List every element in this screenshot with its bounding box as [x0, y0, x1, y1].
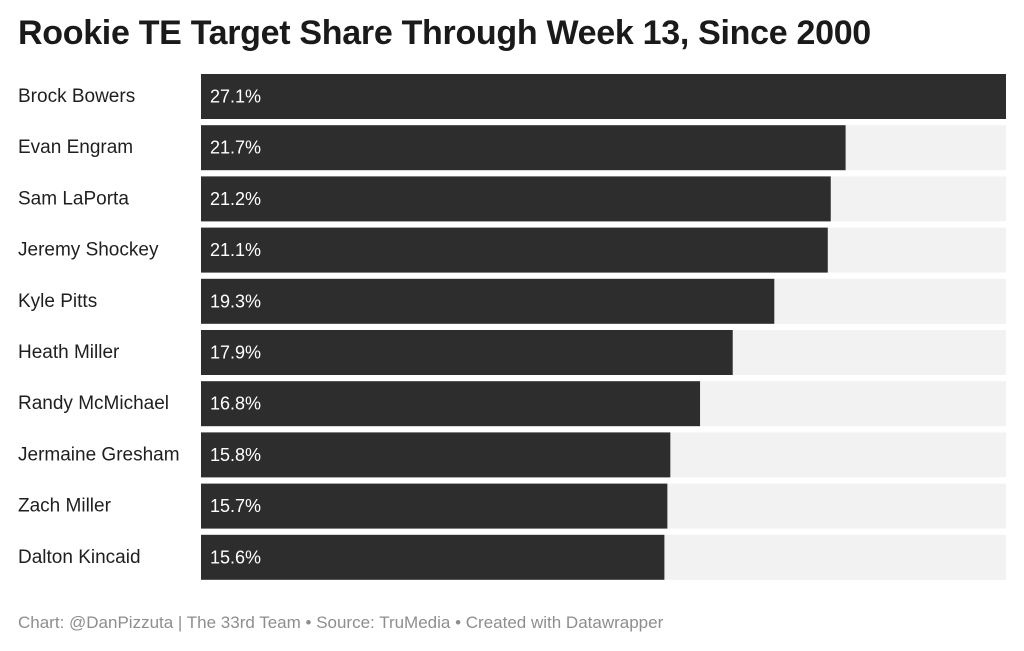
bar	[201, 278, 775, 324]
category-label: Randy McMichael	[18, 393, 169, 414]
value-label: 21.2%	[210, 189, 261, 209]
value-label: 15.6%	[210, 547, 261, 567]
category-label: Dalton Kincaid	[18, 547, 141, 568]
bar	[201, 176, 831, 222]
value-label: 15.8%	[210, 445, 261, 465]
category-label: Kyle Pitts	[18, 291, 97, 312]
bar	[201, 330, 733, 375]
bar	[201, 483, 668, 529]
bar	[201, 432, 671, 478]
bar-rows: Brock Bowers 27.1% Evan Engram 21.7% Sam LaP…	[18, 74, 1006, 580]
category-label: Heath Miller	[18, 342, 120, 363]
value-label: 21.7%	[210, 138, 261, 158]
value-label: 16.8%	[210, 394, 261, 414]
category-label: Jeremy Shockey	[18, 240, 159, 261]
category-label: Zach Miller	[18, 496, 112, 517]
bar	[201, 534, 665, 580]
value-label: 21.1%	[210, 240, 261, 260]
bar	[201, 381, 701, 427]
value-label: 19.3%	[210, 291, 261, 311]
chart-title: Rookie TE Target Share Through Week 13, …	[18, 14, 871, 52]
bar	[201, 227, 828, 273]
bar	[201, 74, 1006, 119]
chart-footer-credit: Chart: @DanPizzuta | The 33rd Team • Sou…	[18, 613, 664, 632]
category-label: Brock Bowers	[18, 86, 135, 107]
bar	[201, 125, 846, 171]
category-label: Sam LaPorta	[18, 188, 129, 209]
value-label: 27.1%	[210, 87, 261, 107]
value-label: 17.9%	[210, 343, 261, 363]
category-label: Jermaine Gresham	[18, 444, 180, 465]
category-label: Evan Engram	[18, 137, 133, 158]
value-label: 15.7%	[210, 496, 261, 516]
